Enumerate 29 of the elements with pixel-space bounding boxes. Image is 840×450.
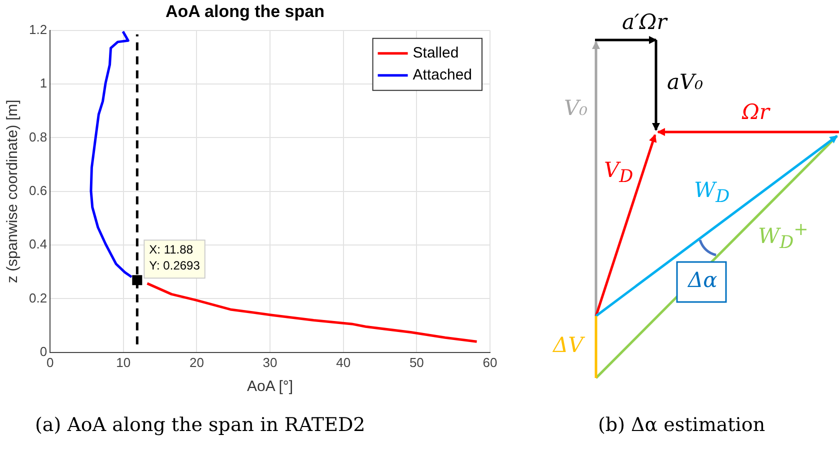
chart-title: AoA along the span <box>166 2 324 21</box>
text: W$_{D}$ <box>694 178 730 208</box>
x-tick-label: 20 <box>189 354 204 370</box>
text: Ωr <box>742 100 770 124</box>
annotation: X: 11.88 Y: 0.2693 <box>149 242 200 272</box>
y-tick-label: 0.4 <box>28 236 48 252</box>
y-tick-label: 0 <box>40 344 48 359</box>
text: a′Ωr <box>622 10 667 34</box>
text: (a) AoA along the span in RATED2 <box>35 414 366 436</box>
x-tick-label: 60 <box>482 354 498 370</box>
text: Δα <box>688 268 718 292</box>
text: V$_{D}$ <box>604 158 634 188</box>
text: (b) Δα estimation <box>598 414 766 436</box>
x-tick-label: 30 <box>262 354 278 370</box>
y-tick-label: 1.2 <box>28 22 48 37</box>
y-tick-label: 0.6 <box>28 182 48 198</box>
text: V₀ <box>564 96 588 120</box>
x-tick-label: 50 <box>409 354 424 370</box>
y-tick-label: 0.8 <box>28 129 48 144</box>
y-tick-label: 1 <box>40 76 48 91</box>
legend-label: Attached <box>412 66 472 84</box>
legend-label: Stalled <box>412 44 459 62</box>
x-tick-label: 40 <box>336 354 351 370</box>
y-tick-label: 0.2 <box>28 290 48 306</box>
x-axis-title: AoA [°] <box>247 378 294 396</box>
text: aV₀ <box>667 70 704 94</box>
text: ΔV <box>553 333 584 357</box>
y-axis-title: z (spanwise coordinate) [m] <box>4 100 22 284</box>
x-tick-label: 10 <box>116 354 131 370</box>
